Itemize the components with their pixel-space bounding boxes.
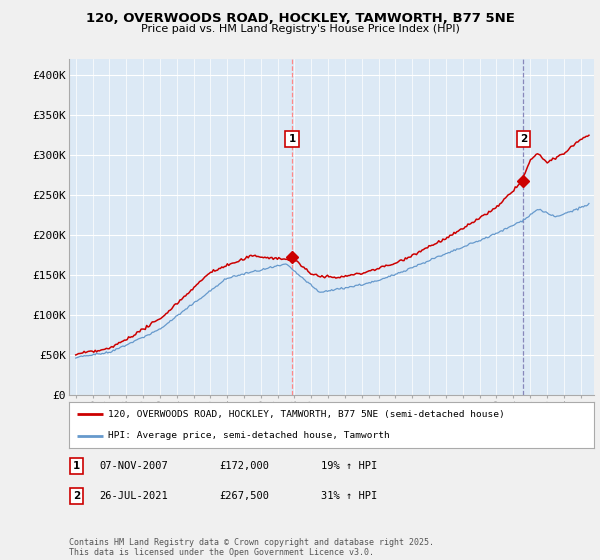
Text: 26-JUL-2021: 26-JUL-2021 xyxy=(99,491,168,501)
Text: 1: 1 xyxy=(289,134,296,144)
Text: Price paid vs. HM Land Registry's House Price Index (HPI): Price paid vs. HM Land Registry's House … xyxy=(140,24,460,34)
Text: 1: 1 xyxy=(73,461,80,471)
Text: 19% ↑ HPI: 19% ↑ HPI xyxy=(321,461,377,471)
Text: 2: 2 xyxy=(520,134,527,144)
Text: Contains HM Land Registry data © Crown copyright and database right 2025.
This d: Contains HM Land Registry data © Crown c… xyxy=(69,538,434,557)
Text: 120, OVERWOODS ROAD, HOCKLEY, TAMWORTH, B77 5NE: 120, OVERWOODS ROAD, HOCKLEY, TAMWORTH, … xyxy=(86,12,514,25)
Text: 2: 2 xyxy=(73,491,80,501)
Text: HPI: Average price, semi-detached house, Tamworth: HPI: Average price, semi-detached house,… xyxy=(109,431,390,440)
Text: £267,500: £267,500 xyxy=(219,491,269,501)
Text: 07-NOV-2007: 07-NOV-2007 xyxy=(99,461,168,471)
Text: 31% ↑ HPI: 31% ↑ HPI xyxy=(321,491,377,501)
Text: 120, OVERWOODS ROAD, HOCKLEY, TAMWORTH, B77 5NE (semi-detached house): 120, OVERWOODS ROAD, HOCKLEY, TAMWORTH, … xyxy=(109,410,505,419)
Text: £172,000: £172,000 xyxy=(219,461,269,471)
